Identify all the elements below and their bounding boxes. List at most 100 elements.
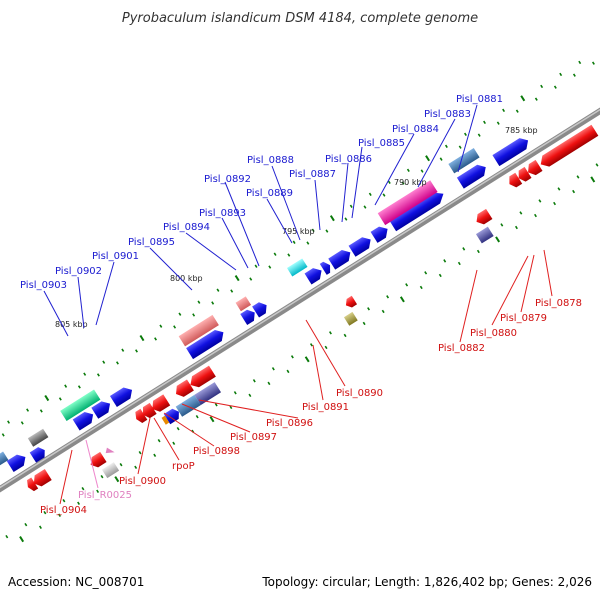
gene-reverse[interactable]: [133, 408, 148, 425]
gene-salmon[interactable]: [178, 314, 219, 347]
gene-olive[interactable]: [343, 311, 358, 326]
gene-forward[interactable]: [6, 451, 29, 473]
tick-mark: [477, 133, 481, 137]
gene-rna[interactable]: [104, 445, 115, 456]
leader-line: [149, 247, 193, 291]
gene-label[interactable]: Pisl_0880: [470, 328, 517, 339]
gene-label[interactable]: rpoP: [172, 461, 195, 472]
gene-forward[interactable]: [456, 162, 489, 189]
kbp-label-785: 785 kbp: [505, 126, 538, 135]
gene-purple[interactable]: [194, 382, 222, 406]
gene-reverse[interactable]: [343, 295, 358, 310]
gene-green[interactable]: [60, 389, 101, 421]
tick-mark: [438, 273, 442, 278]
gene-cyan[interactable]: [286, 258, 308, 277]
gene-forward[interactable]: [240, 307, 258, 325]
gene-reverse[interactable]: [525, 159, 543, 178]
tick-mark: [329, 215, 335, 222]
gene-label[interactable]: Pisl_0895: [128, 237, 175, 248]
gene-forward[interactable]: [91, 398, 113, 419]
gene-label[interactable]: Pisl_0889: [246, 188, 293, 199]
gene-forward[interactable]: [109, 384, 136, 408]
gene-forward[interactable]: [389, 188, 447, 232]
gene-forward[interactable]: [370, 223, 391, 243]
gene-label[interactable]: Pisl_0884: [392, 124, 439, 135]
gene-label[interactable]: Pisl_R0025: [78, 490, 132, 501]
tick-row-outer-forward: [7, 60, 582, 424]
tick-mark: [534, 97, 538, 101]
tick-mark: [457, 261, 461, 266]
gene-label[interactable]: Pisl_0879: [500, 313, 547, 324]
gene-label[interactable]: Pisl_0892: [204, 174, 251, 185]
gene-reverse[interactable]: [149, 394, 171, 414]
gene-forward[interactable]: [72, 409, 97, 431]
gene-label[interactable]: Pisl_0891: [302, 402, 349, 413]
gene-gray[interactable]: [27, 428, 49, 447]
gene-reverse[interactable]: [30, 468, 52, 489]
leader-line: [43, 290, 69, 337]
gene-label[interactable]: Pisl_0904: [40, 505, 87, 516]
gene-silver[interactable]: [101, 462, 120, 479]
gene-purple[interactable]: [475, 226, 494, 244]
tick-mark: [135, 349, 138, 353]
leader-line: [543, 249, 553, 297]
gene-label[interactable]: Pisl_0902: [55, 266, 102, 277]
gene-forward[interactable]: [252, 300, 270, 318]
gene-salmon[interactable]: [235, 296, 252, 312]
tick-mark: [77, 501, 81, 505]
reverse-gene-label-texts: Pisl_0878 Pisl_0879 Pisl_0880 Pisl_0882 …: [40, 298, 582, 516]
gene-forward[interactable]: [348, 234, 375, 257]
gene-forward[interactable]: [186, 327, 227, 360]
gene-forward[interactable]: [29, 445, 48, 463]
gene-reverse[interactable]: [473, 208, 493, 227]
gene-reverse[interactable]: [537, 124, 599, 170]
tick-mark: [387, 180, 391, 184]
gene-label[interactable]: Pisl_0885: [358, 138, 405, 149]
gene-label[interactable]: Pisl_0896: [266, 418, 313, 429]
leader-line: [77, 276, 85, 329]
gene-label[interactable]: Pisl_0893: [199, 208, 246, 219]
gene-orange[interactable]: [161, 415, 170, 425]
gene-label[interactable]: Pisl_0903: [20, 280, 67, 291]
gene-reverse[interactable]: [24, 477, 39, 493]
gene-forward[interactable]: [319, 260, 334, 275]
gene-label[interactable]: Pisl_0901: [92, 251, 139, 262]
gene-label[interactable]: Pisl_0883: [424, 109, 471, 120]
tick-mark: [100, 474, 104, 479]
gene-label[interactable]: Pisl_0882: [438, 343, 485, 354]
gene-steel[interactable]: [175, 394, 201, 417]
tick-mark: [343, 333, 347, 338]
gene-magenta[interactable]: [377, 180, 438, 226]
gene-reverse[interactable]: [140, 402, 157, 420]
tick-mark: [134, 465, 138, 469]
gene-forward[interactable]: [304, 265, 325, 285]
gene-forward[interactable]: [492, 135, 531, 167]
gene-label[interactable]: Pisl_0900: [119, 476, 166, 487]
tick-mark: [1, 433, 5, 437]
tick-mark: [234, 275, 240, 282]
gene-label[interactable]: Pisl_0894: [163, 222, 210, 233]
gene-label[interactable]: Pisl_0890: [336, 388, 383, 399]
tick-row-outer-reverse: [19, 176, 596, 543]
gene-other[interactable]: [448, 148, 480, 174]
gene-label[interactable]: Pisl_0898: [193, 446, 240, 457]
tick-mark: [252, 379, 256, 383]
gene-steel[interactable]: [0, 451, 9, 466]
tick-mark: [401, 181, 405, 185]
gene-label[interactable]: Pisl_0897: [230, 432, 277, 443]
gene-reverse[interactable]: [506, 172, 523, 190]
gene-reverse[interactable]: [173, 379, 194, 399]
gene-label[interactable]: Pisl_0881: [456, 94, 503, 105]
tick-row-inner-forward: [1, 61, 595, 437]
gene-label[interactable]: Pisl_0878: [535, 298, 582, 309]
gene-reverse[interactable]: [87, 451, 107, 470]
leader-line: [374, 133, 415, 206]
gene-label[interactable]: Pisl_0888: [247, 155, 294, 166]
gene-label[interactable]: Pisl_0886: [325, 154, 372, 165]
gene-reverse[interactable]: [187, 365, 216, 391]
tick-mark: [591, 61, 595, 65]
tick-mark: [439, 157, 443, 161]
gene-forward[interactable]: [328, 247, 354, 270]
gene-label[interactable]: Pisl_0887: [289, 169, 336, 180]
gene-reverse[interactable]: [515, 166, 532, 184]
